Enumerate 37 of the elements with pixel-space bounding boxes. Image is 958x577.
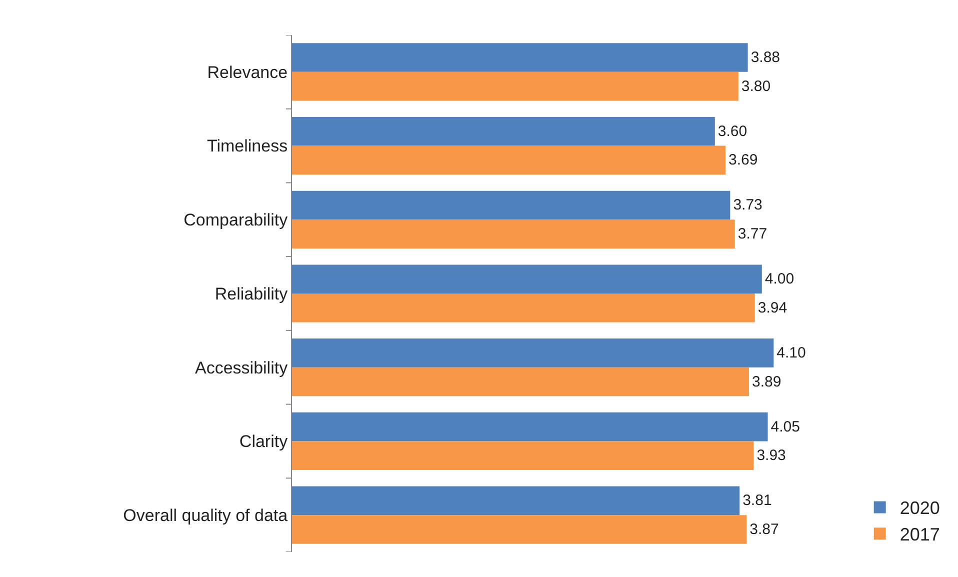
y-tick-label: Clarity (239, 432, 288, 452)
data-label: 3.80 (741, 78, 771, 95)
bar (292, 116, 715, 146)
legend-label: 2020 (900, 498, 940, 518)
bar (292, 367, 749, 396)
bar (292, 190, 730, 220)
y-tick-label: Comparability (184, 210, 288, 230)
bar (292, 294, 755, 322)
y-tick-label: Accessibility (195, 358, 288, 378)
bar (292, 146, 726, 175)
data-label: 4.00 (764, 270, 794, 288)
data-label: 3.69 (728, 152, 758, 169)
data-label: 3.60 (718, 122, 748, 140)
y-tick-label: Overall quality of data (123, 506, 288, 526)
bar (292, 43, 748, 72)
data-label: 3.88 (750, 49, 780, 66)
y-tick-label: Timeliness (206, 136, 288, 156)
data-label: 4.05 (770, 418, 800, 436)
bar (292, 486, 740, 516)
bar (292, 338, 774, 368)
bar (292, 412, 768, 442)
data-label: 4.10 (776, 344, 806, 362)
y-tick-label: Relevance (207, 62, 288, 82)
bar (292, 72, 738, 101)
data-label: 3.73 (733, 196, 762, 214)
bar (292, 441, 754, 470)
bar (292, 515, 747, 544)
data-label: 3.87 (750, 520, 779, 538)
data-label: 3.81 (742, 492, 772, 510)
bar (292, 220, 735, 248)
data-label: 3.89 (752, 373, 782, 390)
data-label: 3.94 (758, 299, 788, 316)
y-tick-label: Reliability (214, 284, 288, 304)
data-label: 3.93 (756, 447, 786, 464)
bar (292, 264, 762, 294)
legend-label: 2017 (900, 524, 940, 545)
data-label: 3.77 (738, 226, 768, 243)
